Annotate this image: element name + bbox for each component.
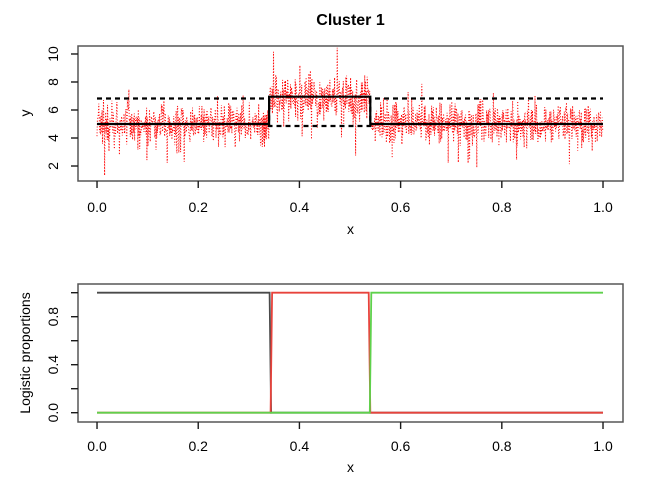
top-x-tick-label: 0.2 bbox=[188, 199, 208, 215]
bottom-x-tick-label: 0.4 bbox=[290, 438, 310, 454]
top-y-tick-label: 4 bbox=[45, 134, 61, 142]
chart-title: Cluster 1 bbox=[316, 12, 385, 29]
bottom-x-tick-label: 0.2 bbox=[188, 438, 208, 454]
series-cluster-mean-solid bbox=[97, 95, 603, 126]
bottom-plot-area: 0.0 0.2 0.4 0.6 0.8 1.0 0.0 0.4 0.8 bbox=[45, 283, 624, 454]
top-plot-area: 0.0 0.2 0.4 0.6 0.8 1.0 2 4 6 8 10 bbox=[45, 45, 624, 215]
top-y-tick-label: 2 bbox=[45, 162, 61, 170]
top-y-tick-label: 8 bbox=[45, 78, 61, 86]
top-x-tick-label: 0.8 bbox=[492, 199, 512, 215]
top-y-tick-label: 10 bbox=[45, 46, 61, 62]
bottom-y-axis-label: Logistic proportions bbox=[17, 292, 33, 414]
top-y-axis-label: y bbox=[17, 109, 33, 117]
bottom-x-tick-label: 0.0 bbox=[87, 438, 107, 454]
bottom-x-tick-label: 0.8 bbox=[492, 438, 512, 454]
top-x-axis-label: x bbox=[347, 221, 354, 237]
top-x-tick-label: 0.0 bbox=[87, 199, 107, 215]
series-cluster1-proportion bbox=[97, 291, 603, 414]
bottom-y-tick-label: 0.0 bbox=[45, 403, 61, 423]
bottom-x-tick-label: 0.6 bbox=[391, 438, 411, 454]
top-x-tick-label: 0.6 bbox=[391, 199, 411, 215]
top-x-tick-label: 0.4 bbox=[290, 199, 310, 215]
series-cluster3-proportion bbox=[97, 291, 603, 414]
bottom-y-tick-label: 0.4 bbox=[45, 355, 61, 375]
top-plot-frame bbox=[77, 45, 624, 182]
bottom-y-tick-label: 0.8 bbox=[45, 307, 61, 327]
top-x-tick-label: 1.0 bbox=[593, 199, 613, 215]
bottom-x-tick-label: 1.0 bbox=[593, 438, 613, 454]
series-cluster2-proportion bbox=[97, 291, 603, 414]
top-y-tick-label: 6 bbox=[45, 106, 61, 114]
bottom-x-axis-label: x bbox=[347, 459, 354, 475]
series-noisy-observations bbox=[96, 47, 604, 176]
bottom-plot-frame bbox=[77, 283, 624, 423]
